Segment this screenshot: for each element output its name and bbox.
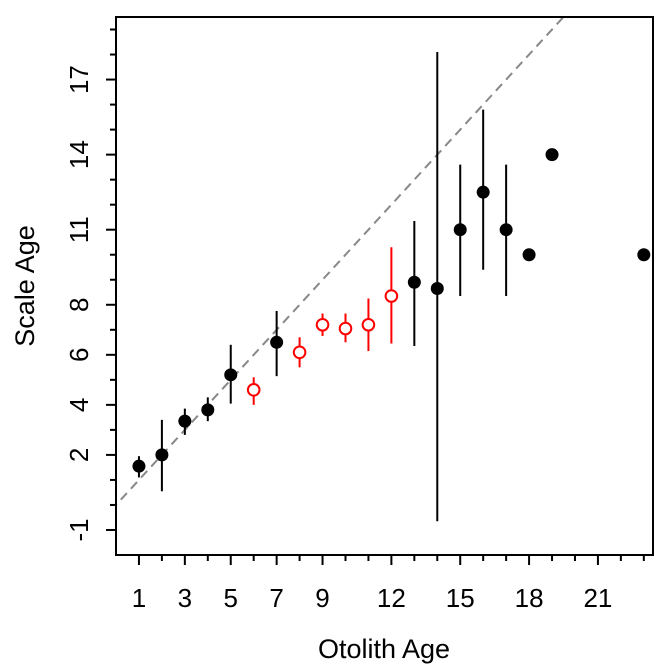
- data-point-6: [246, 383, 261, 397]
- data-point-17: [499, 223, 513, 237]
- data-point-9: [315, 317, 330, 332]
- data-point-4: [201, 403, 215, 417]
- x-tick-label-9: 9: [315, 583, 329, 613]
- data-point-23: [637, 248, 651, 262]
- data-point-1: [132, 459, 146, 473]
- y-tick-label-11: 11: [64, 216, 94, 243]
- x-tick-label-21: 21: [583, 583, 612, 613]
- y-axis-label: Scale Age: [10, 225, 40, 347]
- data-point-14: [430, 282, 444, 296]
- y-tick-label--1: -1: [64, 518, 94, 541]
- x-axis: 1 3 5 7 9 12 15 18 21: [132, 555, 645, 613]
- y-axis: -1 2 4 6 8 11 14 17: [64, 28, 116, 542]
- data-point-15: [453, 223, 467, 237]
- reference-line-layer: [116, 17, 565, 507]
- y-tick-label-2: 2: [64, 448, 94, 462]
- plot-frame: [115, 16, 654, 556]
- points-layer: [132, 148, 651, 473]
- x-tick-label-3: 3: [178, 583, 192, 613]
- data-point-13: [407, 275, 421, 289]
- y-tick-label-4: 4: [64, 398, 94, 412]
- x-tick-label-15: 15: [446, 583, 475, 613]
- data-point-11: [361, 317, 376, 332]
- data-point-2: [155, 448, 169, 462]
- data-point-12: [384, 289, 399, 303]
- x-tick-label-5: 5: [224, 583, 238, 613]
- data-point-8: [292, 345, 307, 360]
- x-axis-label: Otolith Age: [318, 634, 450, 664]
- x-tick-label-12: 12: [377, 583, 406, 613]
- y-tick-label-14: 14: [64, 140, 94, 169]
- x-tick-label-18: 18: [515, 583, 544, 613]
- x-tick-label-7: 7: [269, 583, 283, 613]
- data-point-10: [338, 321, 353, 336]
- data-point-16: [476, 185, 490, 199]
- y-tick-label-6: 6: [64, 348, 94, 362]
- error-bars-layer: [137, 52, 508, 522]
- data-point-5: [224, 368, 238, 382]
- reference-line-1to1: [116, 17, 565, 507]
- data-point-18: [522, 248, 536, 262]
- data-point-7: [270, 335, 284, 349]
- y-tick-label-17: 17: [64, 65, 94, 94]
- data-point-3: [178, 414, 192, 428]
- y-tick-label-8: 8: [64, 298, 94, 312]
- x-tick-label-1: 1: [132, 583, 146, 613]
- data-point-19: [545, 148, 559, 162]
